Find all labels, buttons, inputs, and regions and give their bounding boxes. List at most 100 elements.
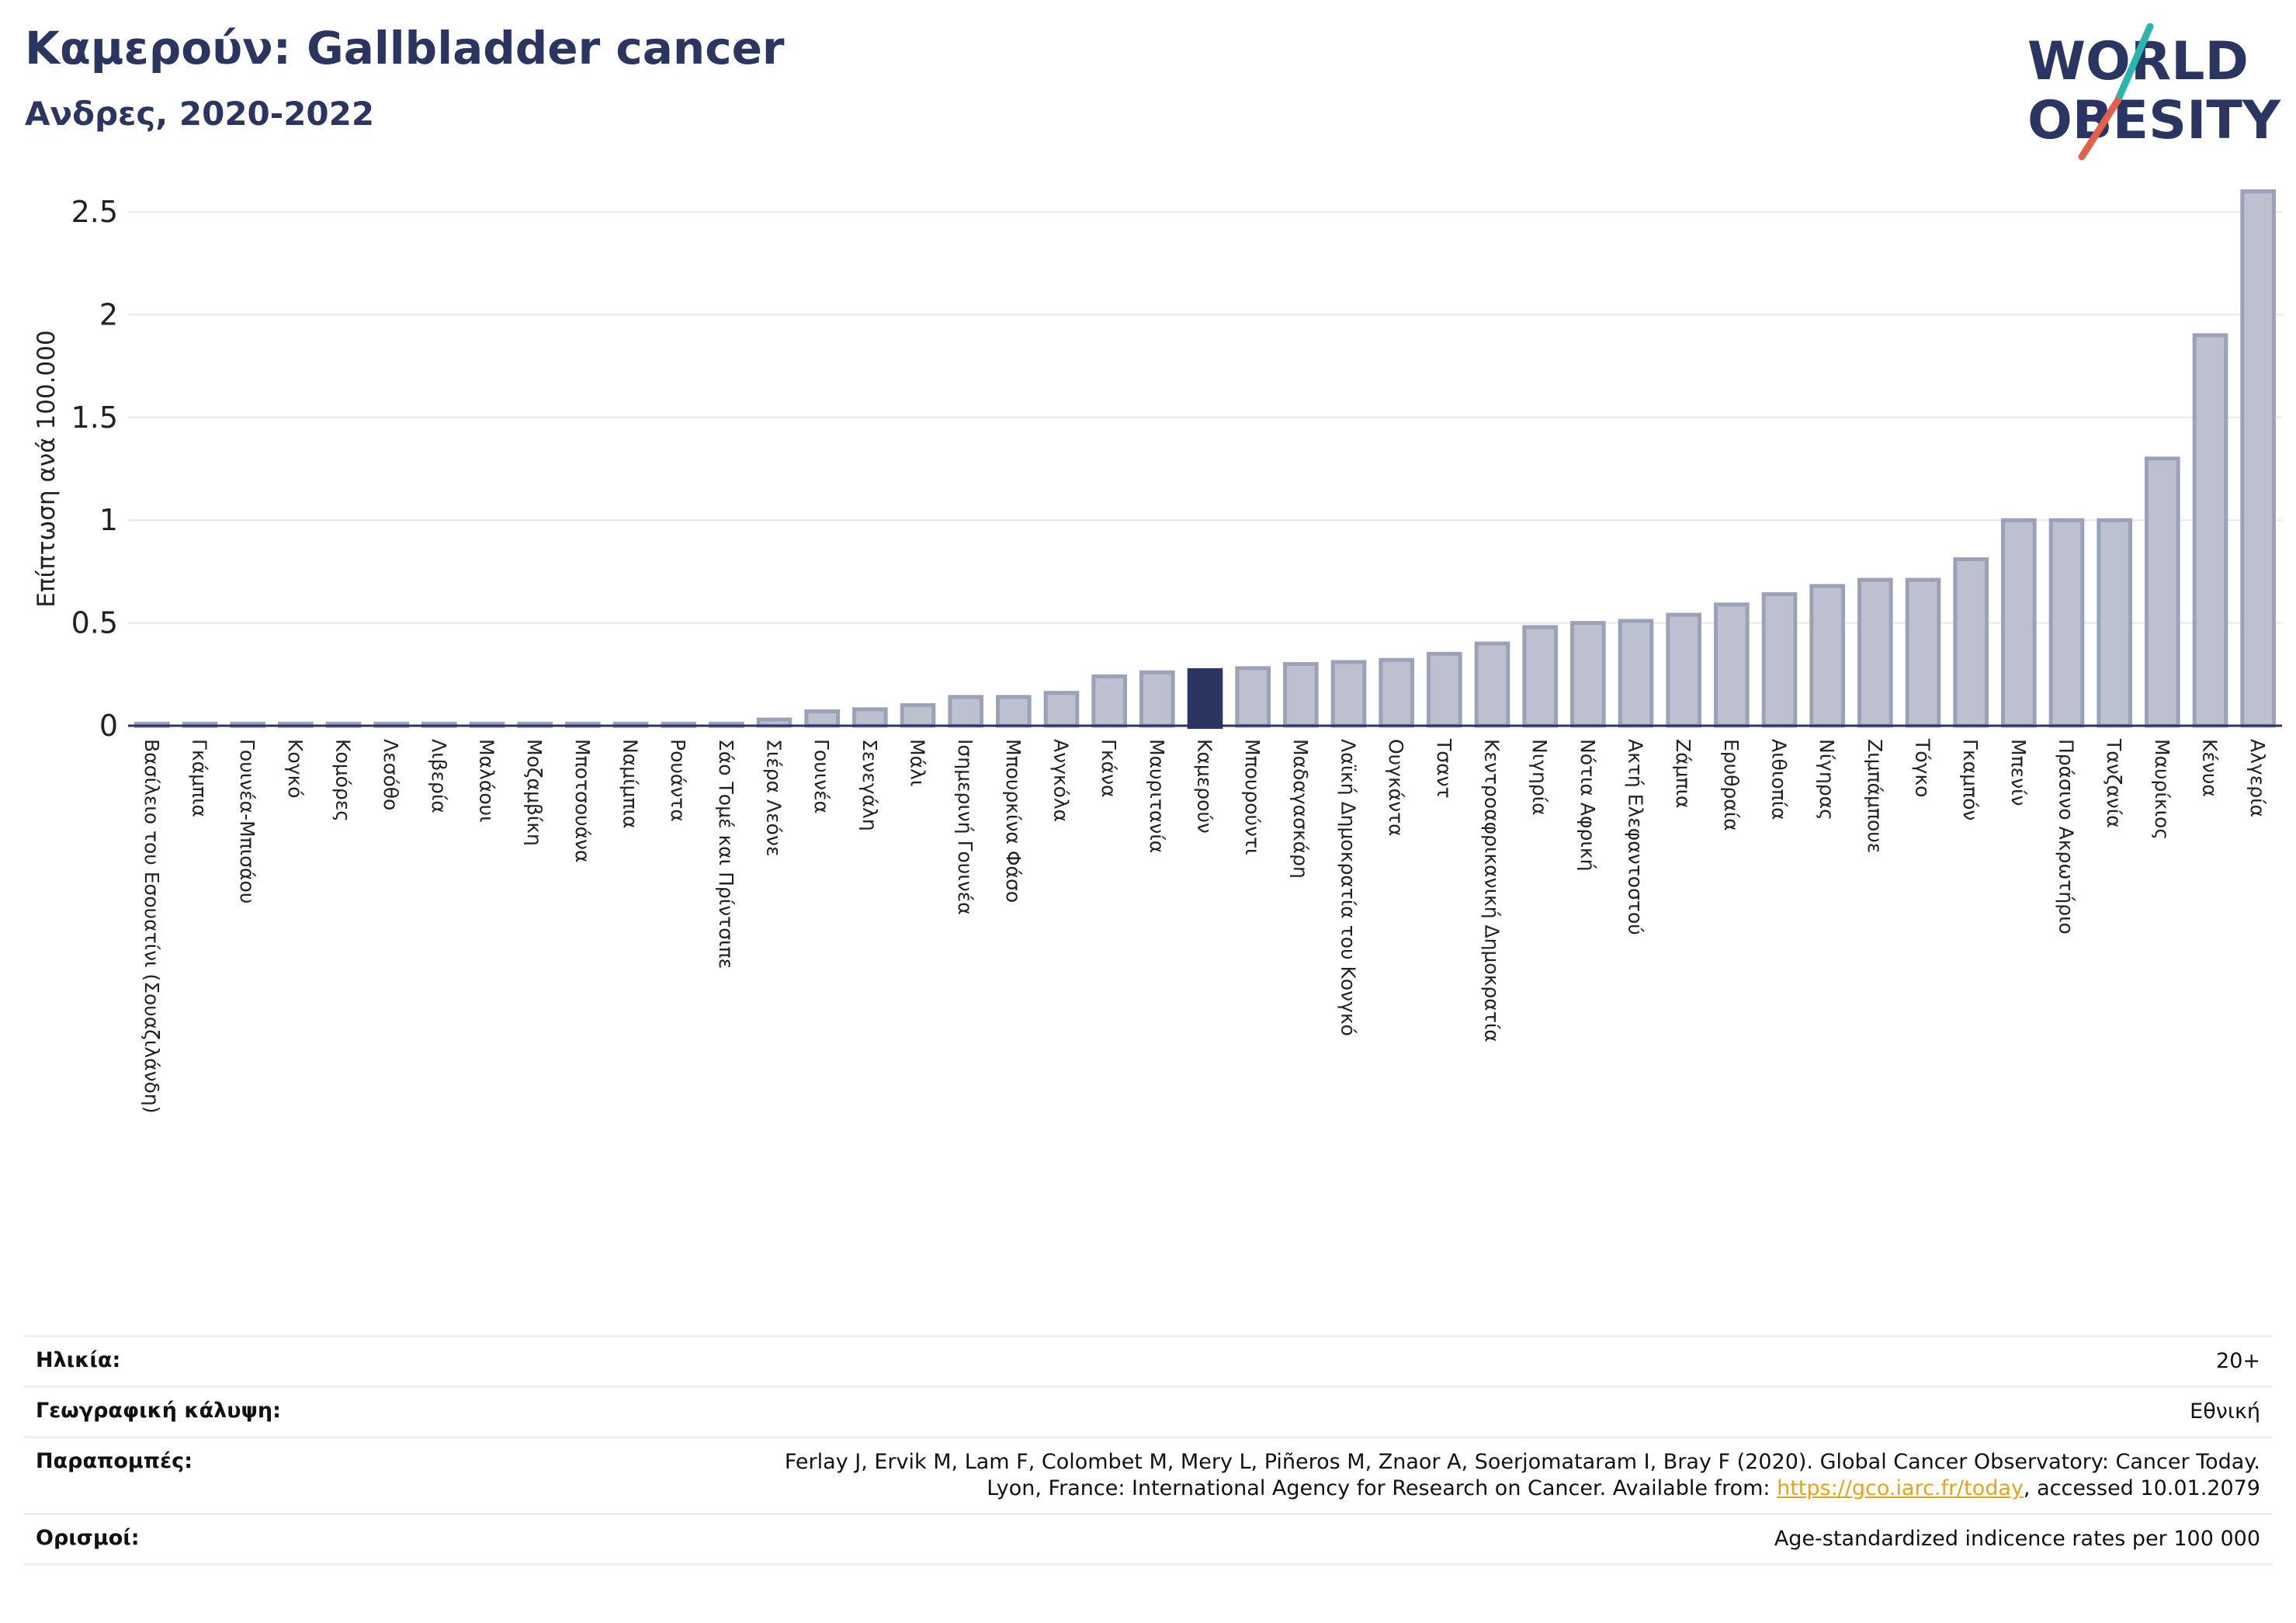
x-tick-label: Μάλι (907, 739, 929, 786)
x-tick-label: Ακτή Ελεφαντοστού (1625, 739, 1647, 935)
x-tick-label: Καμερούν (1194, 739, 1216, 834)
info-row-coverage: Γεωγραφική κάλυψη: Εθνική (23, 1385, 2273, 1436)
bar (1761, 592, 1798, 728)
x-tick-label: Ζιμπάμπουε (1864, 739, 1886, 853)
y-tick-label-5: 2.5 (71, 195, 118, 229)
x-tick-label: Κεντροαφρικανική Δημοκρατία (1481, 739, 1503, 1042)
x-tick-label: Μπουρούντι (1241, 739, 1264, 855)
x-tick-label: Αλγερία (2246, 739, 2269, 817)
x-tick-label: Τανζανία (2103, 738, 2125, 828)
x-tick-label: Μοζαμβίκη (523, 739, 546, 846)
x-tick-label: Κένυα (2199, 739, 2221, 797)
x-tick-label: Σενεγάλη (858, 739, 881, 831)
bar (948, 695, 983, 728)
bar (1618, 619, 1654, 728)
chart-title: Καμερούν: Gallbladder cancer (25, 22, 785, 75)
bar (2145, 456, 2180, 728)
bar (1857, 577, 1893, 728)
bar (804, 709, 840, 728)
definitions-value: Age-standardized indicence rates per 100… (1774, 1527, 2260, 1551)
x-tick-label: Πράσινο Ακρωτήριο (2055, 739, 2078, 935)
info-row-definitions: Ορισμοί: Age-standardized indicence rate… (23, 1513, 2273, 1566)
info-row-age: Ηλικία: 20+ (23, 1335, 2273, 1385)
x-tick-label: Μαλάουι (476, 739, 498, 823)
references-line-2-end: , accessed 10.01.2079 (2023, 1476, 2260, 1500)
x-tick-label: Λιβερία (428, 739, 450, 813)
x-tick-label: Νότια Αφρική (1576, 739, 1599, 871)
bar (1139, 670, 1175, 728)
bar (1666, 612, 1701, 728)
references-line-1: Ferlay J, Ervik M, Lam F, Colombet M, Me… (784, 1450, 2260, 1474)
y-tick-label-2: 1 (99, 503, 118, 537)
bar (2001, 518, 2037, 728)
bar (1809, 584, 1845, 728)
bar (1905, 577, 1941, 728)
x-tick-label: Ουγκάντα (1385, 739, 1407, 837)
bar (2240, 189, 2276, 728)
x-tick-label: Γουινέα-Μπισάου (236, 739, 258, 903)
coverage-value: Εθνική (2190, 1399, 2260, 1424)
x-tick-label: Μπενίν (2007, 739, 2030, 806)
y-tick-label-0: 0 (99, 709, 118, 743)
x-tick-label: Ναμίμπια (619, 739, 642, 828)
x-tick-label: Νίγηρας (1816, 739, 1838, 820)
x-tick-label: Μποτσουάνα (571, 739, 594, 863)
bar (2192, 333, 2228, 728)
logo-slash-red (2078, 97, 2121, 161)
x-tick-label: Λεσόθο (380, 739, 402, 810)
bar (1330, 660, 1367, 728)
x-tick-label: Λαϊκή Δημοκρατία του Κονγκό (1337, 739, 1360, 1036)
x-tick-label: Μπουρκίνα Φάσο (1002, 739, 1025, 903)
chart-subtitle: Ανδρες, 2020-2022 (25, 95, 375, 133)
x-tick-label: Μαδαγασκάρη (1289, 739, 1312, 879)
bar (2048, 518, 2085, 728)
references-label: Παραπομπές: (36, 1449, 192, 1473)
world-obesity-logo: WORLD OBESITY (2027, 23, 2281, 161)
info-row-references: Παραπομπές: Ferlay J, Ervik M, Lam F, Co… (23, 1436, 2273, 1513)
bar (1379, 657, 1414, 728)
bar (2097, 518, 2132, 728)
x-tick-label: Βασίλειο του Εσουατίνι (Σουαζιλάνδη) (140, 739, 163, 1113)
definitions-label: Ορισμοί: (36, 1526, 140, 1550)
references-line-2-start: Lyon, France: International Agency for R… (987, 1476, 1777, 1500)
bar (900, 703, 936, 728)
x-tick-label: Κομόρες (332, 739, 355, 822)
bar (1474, 641, 1510, 728)
gco-link[interactable]: https://gco.iarc.fr/today (1777, 1476, 2024, 1500)
x-tick-label: Τόγκο (1912, 738, 1934, 797)
bar (1522, 625, 1558, 728)
y-tick-label-4: 2 (99, 297, 118, 331)
x-tick-label: Τσαντ (1433, 738, 1455, 799)
bar (852, 707, 888, 728)
x-tick-label: Ερυθραία (1720, 739, 1743, 831)
logo-slash-teal (2114, 23, 2154, 105)
bar (1427, 651, 1462, 728)
age-value: 20+ (2216, 1349, 2260, 1373)
logo-word-obesity: OBESITY (2027, 90, 2281, 151)
x-tick-label: Γκαμπόν (1959, 739, 1982, 820)
bar (1043, 691, 1080, 728)
x-tick-label: Γκάμπια (189, 739, 211, 817)
coverage-label: Γεωγραφική κάλυψη: (36, 1399, 281, 1423)
x-tick-label: Αιθιοπία (1768, 739, 1791, 820)
x-tick-label: Νιγηρία (1528, 739, 1551, 816)
x-tick-label: Κογκό (284, 739, 307, 799)
x-tick-label: Μαυρίκιος (2151, 739, 2173, 840)
references-value: Ferlay J, Ervik M, Lam F, Colombet M, Me… (785, 1449, 2260, 1502)
x-tick-label: Ρουάντα (667, 739, 689, 822)
bar (1091, 674, 1127, 728)
x-tick-label: Ζάμπια (1672, 739, 1694, 809)
x-tick-label: Γκάνα (1098, 739, 1120, 798)
bar (1953, 557, 1989, 728)
info-table: Ηλικία: 20+ Γεωγραφική κάλυψη: Εθνική Πα… (23, 1335, 2273, 1566)
bar-chart: 0 0.5 1 1.5 2 2.5 Επίπτωση ανά 100.000 Βασίλειο… (33, 189, 2282, 1113)
bar (1235, 666, 1271, 728)
x-tick-label: Μαυριτανία (1146, 739, 1168, 853)
x-tick-label: Ισημερινή Γουινέα (954, 739, 976, 915)
bar (1570, 621, 1606, 728)
x-tick-label: Γουινέα (810, 739, 833, 813)
bar (1283, 662, 1319, 728)
bar (996, 695, 1032, 728)
y-tick-label-1: 0.5 (71, 606, 118, 640)
age-label: Ηλικία: (36, 1348, 121, 1372)
